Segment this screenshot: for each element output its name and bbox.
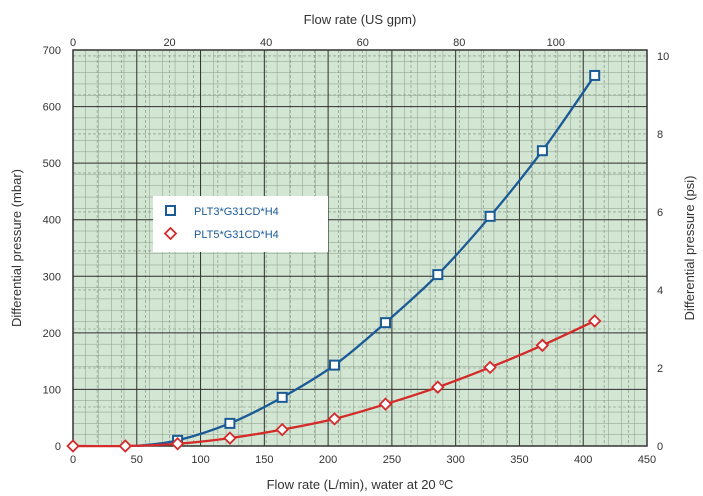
x-tick-label: 100 bbox=[191, 454, 209, 466]
x-tick-label: 150 bbox=[255, 454, 273, 466]
series-1-point bbox=[380, 317, 392, 329]
series-1-line bbox=[136, 74, 596, 448]
legend-label-series-2: PLT5*G31CD*H4 bbox=[194, 229, 279, 241]
series-2-point bbox=[431, 380, 445, 394]
series-2-point bbox=[535, 338, 550, 353]
series-1-point bbox=[328, 359, 340, 371]
x-tick-label: 200 bbox=[319, 454, 337, 466]
series-2-point bbox=[170, 436, 185, 451]
series-2-point bbox=[275, 422, 289, 437]
series-2-point bbox=[327, 412, 342, 426]
legend: PLT3*G31CD*H4 PLT5*G31CD*H4 bbox=[153, 196, 328, 252]
series-2-point bbox=[587, 314, 602, 328]
y2-tick-label: 2 bbox=[657, 363, 663, 375]
x-axis-title: Flow rate (L/min), water at 20 ºC bbox=[267, 477, 454, 492]
x2-axis-title: Flow rate (US gpm) bbox=[304, 12, 417, 27]
x-tick-label: 250 bbox=[383, 454, 401, 466]
y-tick-label: 500 bbox=[43, 158, 61, 170]
y-tick-label: 200 bbox=[43, 328, 61, 340]
series-2-point bbox=[483, 360, 497, 375]
legend-marker-square bbox=[165, 205, 176, 216]
series-2-point bbox=[66, 439, 80, 453]
y2-tick-label: 6 bbox=[657, 207, 663, 219]
x-tick-label: 400 bbox=[574, 454, 592, 466]
x2-tick-label: 60 bbox=[357, 37, 369, 49]
series-1-point bbox=[536, 145, 548, 157]
y2-tick-label: 8 bbox=[657, 129, 663, 141]
series-1-point bbox=[224, 417, 236, 429]
y-axis-title: Differential pressure (mbar) bbox=[9, 169, 24, 327]
x-tick-label: 50 bbox=[131, 454, 143, 466]
y2-tick-label: 10 bbox=[657, 51, 669, 63]
series-2-point bbox=[118, 439, 133, 453]
series-1-point bbox=[276, 391, 288, 403]
series-2-point bbox=[378, 397, 393, 411]
y-tick-label: 300 bbox=[43, 271, 61, 283]
x-tick-label: 350 bbox=[510, 454, 528, 466]
y-tick-label: 100 bbox=[43, 384, 61, 396]
series-1-point bbox=[432, 269, 444, 281]
y-tick-label: 0 bbox=[55, 441, 61, 453]
legend-marker-diamond bbox=[163, 226, 178, 241]
plot-frame bbox=[72, 49, 648, 447]
series-1-point bbox=[589, 69, 601, 81]
legend-box bbox=[153, 196, 328, 252]
x2-tick-label: 0 bbox=[70, 37, 76, 49]
x-tick-label: 0 bbox=[70, 454, 76, 466]
y2-tick-label: 0 bbox=[657, 441, 663, 453]
y2-axis-title: Differential pressure (psi) bbox=[682, 176, 697, 321]
x2-tick-label: 20 bbox=[163, 37, 175, 49]
legend-label-series-1: PLT3*G31CD*H4 bbox=[194, 206, 279, 218]
y-tick-label: 600 bbox=[43, 102, 61, 114]
x-tick-label: 300 bbox=[446, 454, 464, 466]
series-layer bbox=[66, 69, 602, 453]
axis-ticks: 0 50 100 150 200 250 300 350 400 4500100200300400… bbox=[43, 37, 670, 466]
y2-tick-label: 4 bbox=[657, 285, 663, 297]
x2-tick-label: 100 bbox=[547, 37, 565, 49]
y-tick-label: 400 bbox=[43, 215, 61, 227]
x2-tick-label: 80 bbox=[453, 37, 465, 49]
x-tick-label: 450 bbox=[638, 454, 656, 466]
y-tick-label: 700 bbox=[43, 45, 61, 57]
x2-tick-label: 40 bbox=[260, 37, 272, 49]
series-2-point bbox=[223, 431, 237, 445]
series-1-point bbox=[484, 210, 496, 222]
